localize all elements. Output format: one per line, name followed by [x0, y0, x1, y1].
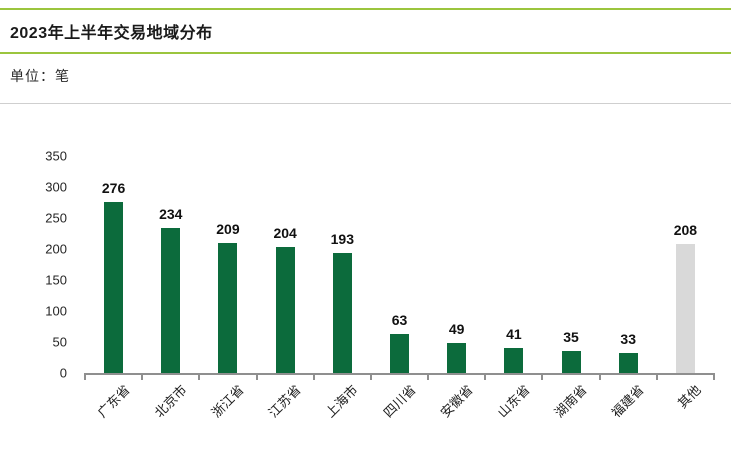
bar-浙江省	[218, 243, 238, 373]
x-axis-category-label: 安徽省	[437, 382, 476, 421]
bar-value-label: 204	[273, 225, 297, 241]
bar-value-label: 35	[563, 329, 579, 345]
bar-山东省	[504, 348, 524, 373]
x-axis-category-label: 四川省	[380, 382, 419, 421]
x-axis-category-label: 上海市	[322, 382, 362, 421]
x-axis-tick	[655, 373, 658, 380]
divider-top-accent	[0, 8, 731, 10]
y-axis-tick-label: 200	[45, 241, 67, 257]
x-axis-category-label: 浙江省	[208, 382, 247, 421]
x-axis-tick	[484, 373, 487, 380]
x-axis-category-label: 其他	[675, 382, 705, 412]
x-axis-category-label: 北京市	[151, 382, 190, 421]
bar-上海市	[332, 253, 352, 373]
x-axis-category-label: 广东省	[94, 382, 133, 421]
bar-value-label: 276	[101, 180, 126, 196]
bar-福建省	[618, 353, 638, 373]
y-axis-tick-label: 350	[45, 148, 67, 164]
x-axis-tick	[369, 373, 372, 380]
bar-value-label: 41	[506, 326, 522, 342]
y-axis-tick-label: 100	[45, 303, 67, 319]
x-axis-category-label: 福建省	[608, 382, 647, 421]
x-axis-tick	[84, 373, 86, 380]
y-axis-tick-label: 300	[45, 179, 67, 195]
unit-label: 单位：笔	[10, 68, 70, 84]
bar-北京市	[161, 228, 181, 373]
x-axis-tick	[541, 373, 544, 380]
x-axis-tick	[312, 373, 315, 380]
x-axis-tick	[713, 373, 715, 380]
y-axis-tick-label: 0	[59, 365, 67, 381]
y-axis-tick-label: 150	[45, 272, 67, 288]
y-axis-tick-label: 50	[52, 334, 67, 350]
bar-其他	[675, 244, 695, 373]
x-axis-tick	[198, 373, 201, 380]
bar-value-label: 49	[448, 321, 465, 337]
bar-value-label: 208	[673, 222, 698, 238]
bar-江苏省	[275, 247, 295, 373]
x-axis-tick	[141, 373, 144, 380]
bar-安徽省	[447, 343, 467, 373]
x-axis-category-label: 山东省	[494, 382, 533, 421]
bar-四川省	[390, 334, 409, 373]
x-axis-line	[84, 373, 715, 375]
divider-thin-gray	[0, 103, 731, 104]
y-axis-tick-label: 250	[45, 210, 67, 226]
x-axis-tick	[427, 373, 430, 380]
x-axis-tick	[255, 373, 258, 380]
bar-value-label: 234	[159, 206, 183, 222]
x-axis-tick	[598, 373, 601, 380]
bar-value-label: 33	[620, 331, 637, 347]
x-axis-category-label: 湖南省	[551, 382, 590, 421]
bar-广东省	[104, 202, 124, 373]
divider-under-title-accent	[0, 52, 731, 54]
bar-湖南省	[561, 351, 581, 373]
bar-value-label: 209	[216, 221, 240, 237]
x-axis-category-label: 江苏省	[265, 382, 304, 421]
chart-title: 2023年上半年交易地域分布	[10, 25, 213, 42]
bar-value-label: 63	[391, 312, 408, 328]
bar-value-label: 193	[330, 231, 354, 247]
